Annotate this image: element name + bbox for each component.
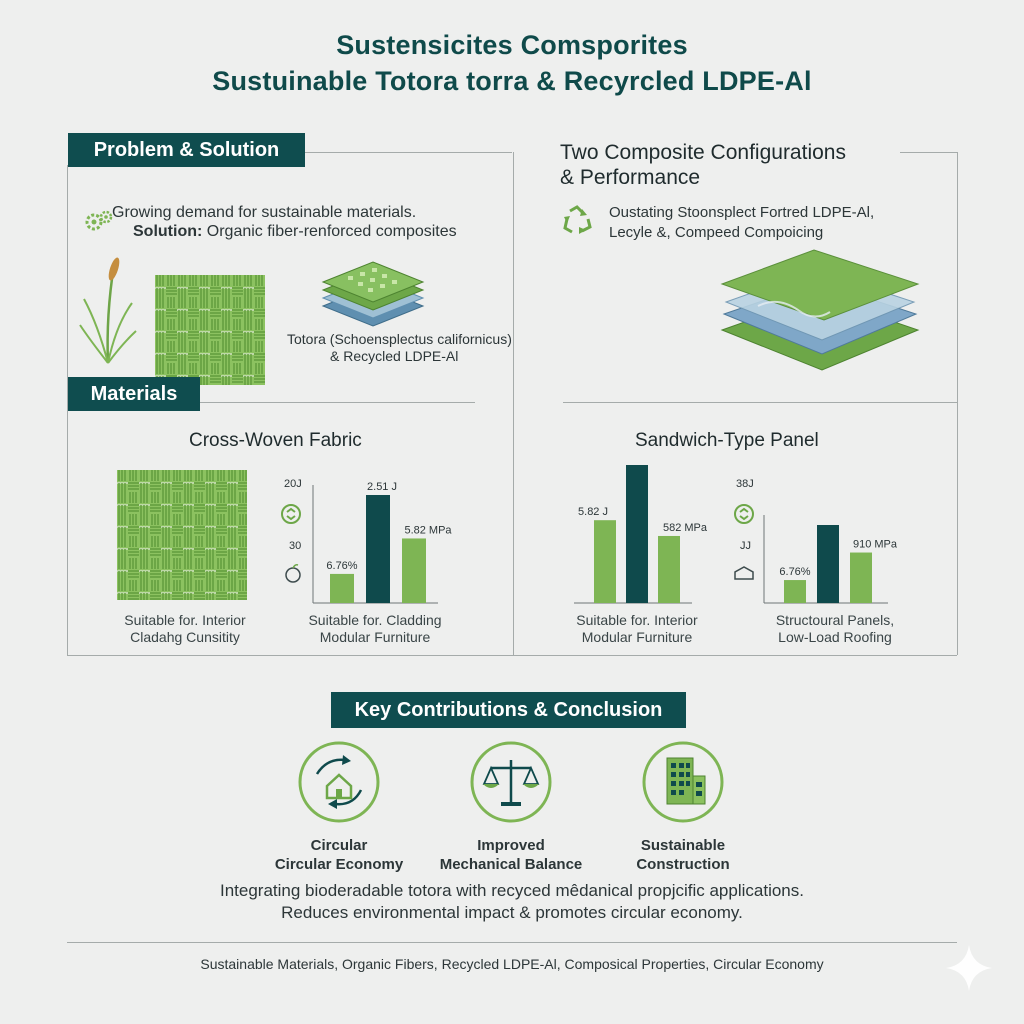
page-title-line2: Sustuinable Totora torra & Recyrcled LDP… <box>212 66 812 96</box>
woven-fabric-icon <box>155 275 265 385</box>
cross-woven-bar-chart: 6.76% 2.51 J 5.82 MPa <box>312 481 452 604</box>
chart-data-label: 6.76% <box>326 560 357 572</box>
divider-line <box>900 152 957 153</box>
caption-line: Suitable for. Interior <box>124 612 246 628</box>
cross-woven-caption-left: Suitable for. Interior Cladahg Cunsitity <box>110 612 260 646</box>
chart-data-label: 582 MPa <box>663 522 708 534</box>
conclusion-line1: Integrating bioderadable totora with rec… <box>219 881 804 900</box>
chart-bar <box>594 520 616 603</box>
chart-data-label: 5.82 MPa <box>404 524 452 536</box>
contribution-line2: Construction <box>636 856 730 873</box>
footer-divider <box>67 942 957 943</box>
apple-icon <box>285 564 301 583</box>
problem-statement: Growing demand for sustainable materials… <box>112 204 417 221</box>
house-cycle-icon <box>298 741 380 823</box>
configs-line1: Oustating Stoonsplect Fortred LDPE-Al, <box>609 204 875 221</box>
solution-label: Solution: <box>133 223 203 240</box>
configs-heading-line2: & Performance <box>560 166 701 189</box>
contribution-line1: Sustainable <box>640 837 726 854</box>
building-icon <box>642 741 724 823</box>
frame-center-line <box>513 152 514 655</box>
cross-woven-fabric-icon <box>117 470 247 600</box>
chart3-tick-top: 38J <box>736 478 754 490</box>
stacked-layers-icon <box>321 261 425 327</box>
caption-line: Structoural Panels, <box>775 612 895 628</box>
chart1-tick-top: 20J <box>284 478 302 490</box>
chart3-tick-mid: JJ <box>740 540 751 552</box>
cross-woven-title: Cross-Woven Fabric <box>189 430 362 451</box>
sandwich-caption-right: Structoural Panels, Low-Load Roofing <box>760 612 910 646</box>
recycle-small-icon <box>281 504 301 524</box>
gears-icon <box>85 210 113 231</box>
contribution-line2: Mechanical Balance <box>439 856 583 873</box>
chart-bar <box>330 573 354 603</box>
caption-line: Suitable for. Interior <box>576 612 698 628</box>
materials-caption-line2: & Recycled LDPE-Al <box>330 348 459 364</box>
caption-line: Suitable for. Cladding <box>308 612 442 628</box>
contribution-line1: Circular <box>310 837 368 854</box>
chart1-tick-mid: 30 <box>289 540 302 552</box>
chart-data-label: 5.82 J <box>578 506 608 518</box>
problem-solution-tag: Problem & Solution <box>68 133 305 167</box>
solution-text: Organic fiber-renforced composites <box>206 223 457 240</box>
contribution-line1: Improved <box>477 837 545 854</box>
materials-tag: Materials <box>68 377 200 411</box>
divider-line <box>563 402 957 403</box>
totora-plant-icon <box>79 257 137 364</box>
sandwich-bar-chart-left: 5.82 J 582 MPa <box>574 465 708 604</box>
balance-scale-icon <box>470 741 552 823</box>
chart-bar <box>658 535 680 603</box>
configs-line2: Lecyle &, Compeed Compoicing <box>609 224 824 241</box>
configs-heading-line1: Two Composite Configurations <box>560 141 846 164</box>
materials-caption-line1: Totora (Schoensplectus californicus) <box>287 331 512 347</box>
chart-bar <box>817 525 839 603</box>
chart-data-label: 910 MPa <box>853 539 898 551</box>
contribution-circular: Circular Circular Economy <box>259 836 419 874</box>
contribution-line2: Circular Economy <box>274 856 404 873</box>
sandwich-bar-chart-right: 6.76% 910 MPa <box>763 515 898 604</box>
chart-bar <box>366 495 390 603</box>
solution-statement: Solution: Organic fiber-renforced compos… <box>133 223 457 241</box>
chart-bar <box>402 538 426 603</box>
caption-line: Modular Furniture <box>319 629 431 645</box>
chart-data-label: 2.51 J <box>367 481 397 493</box>
cross-woven-caption-right: Suitable for. Cladding Modular Furniture <box>300 612 450 646</box>
layered-panel-illustration <box>720 249 920 371</box>
divider-line <box>305 152 512 153</box>
key-contributions-tag: Key Contributions & Conclusion <box>331 692 686 728</box>
conclusion-line2: Reduces environmental impact & promotes … <box>281 903 743 922</box>
contribution-mechanical: Improved Mechanical Balance <box>431 836 591 874</box>
caption-line: Modular Furniture <box>581 629 693 645</box>
caption-line: Cladahg Cunsitity <box>130 629 240 645</box>
keywords-footer: Sustainable Materials, Organic Fibers, R… <box>200 956 824 972</box>
chart-bar <box>626 465 648 603</box>
divider-line <box>200 402 475 403</box>
frame-right-line <box>957 152 958 655</box>
recycle-small-icon <box>734 504 754 524</box>
frame-bottom-line <box>67 655 957 656</box>
chart-bar <box>784 580 806 603</box>
sandwich-caption-left: Suitable for. Interior Modular Furniture <box>562 612 712 646</box>
frame-left-line <box>67 165 68 655</box>
recycle-icon <box>563 205 592 234</box>
sparkle-icon <box>946 945 992 991</box>
house-outline-icon <box>734 566 754 580</box>
chart-bar <box>850 552 872 603</box>
contribution-construction: Sustainable Construction <box>603 836 763 874</box>
sandwich-title: Sandwich-Type Panel <box>635 430 819 451</box>
chart-data-label: 6.76% <box>779 566 810 578</box>
page-title-line1: Sustensicites Comsporites <box>336 30 688 60</box>
caption-line: Low-Load Roofing <box>778 629 892 645</box>
